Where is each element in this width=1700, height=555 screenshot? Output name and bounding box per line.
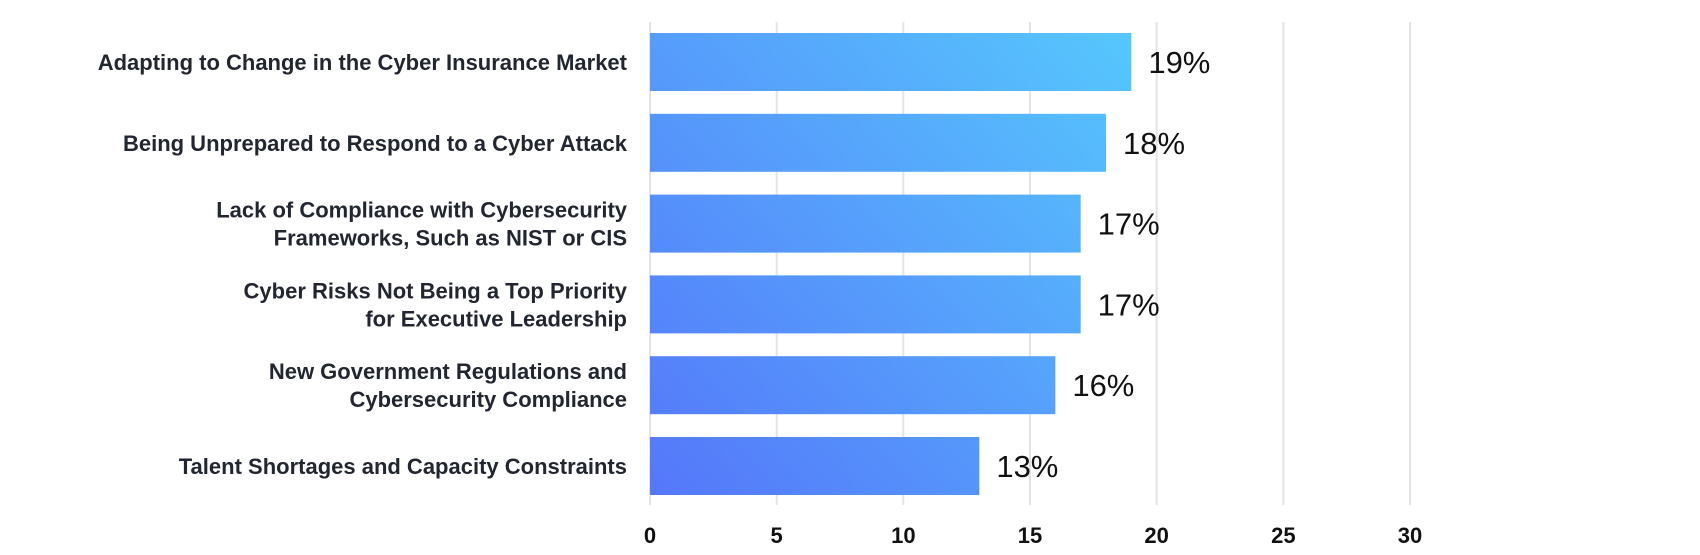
x-tick-label: 10 bbox=[891, 523, 915, 548]
bar bbox=[650, 33, 1132, 91]
category-label: Cybersecurity Compliance bbox=[349, 387, 627, 412]
category-labels: Adapting to Change in the Cyber Insuranc… bbox=[98, 50, 628, 479]
x-tick-label: 15 bbox=[1018, 523, 1042, 548]
category-label: Frameworks, Such as NIST or CIS bbox=[274, 226, 627, 251]
x-axis-tick-labels: 0 5 10 15 20 25 30 bbox=[644, 523, 1422, 548]
value-labels: 19% 18% 17% 17% 16% 13% bbox=[996, 45, 1210, 484]
x-tick-label: 5 bbox=[771, 523, 783, 548]
x-tick-label: 20 bbox=[1144, 523, 1168, 548]
value-label: 17% bbox=[1098, 207, 1160, 242]
value-label: 16% bbox=[1072, 368, 1134, 403]
value-label: 13% bbox=[996, 449, 1058, 484]
x-tick-label: 25 bbox=[1271, 523, 1295, 548]
x-tick-label: 0 bbox=[644, 523, 656, 548]
category-label: Adapting to Change in the Cyber Insuranc… bbox=[98, 50, 628, 75]
category-label: Cyber Risks Not Being a Top Priority bbox=[244, 278, 628, 303]
category-label: for Executive Leadership bbox=[365, 306, 627, 331]
x-tick-label: 30 bbox=[1398, 523, 1422, 548]
category-label: Talent Shortages and Capacity Constraint… bbox=[179, 454, 627, 479]
bar bbox=[650, 356, 1056, 415]
category-label: Being Unprepared to Respond to a Cyber A… bbox=[123, 131, 628, 156]
bar bbox=[650, 113, 1106, 172]
bars bbox=[650, 33, 1132, 495]
value-label: 18% bbox=[1123, 126, 1185, 161]
value-label: 19% bbox=[1148, 45, 1210, 80]
grid-lines bbox=[649, 22, 1411, 505]
bar bbox=[650, 194, 1081, 253]
bar bbox=[650, 275, 1081, 334]
category-label: New Government Regulations and bbox=[269, 359, 627, 384]
bar bbox=[650, 437, 980, 495]
value-label: 17% bbox=[1098, 287, 1160, 322]
category-label: Lack of Compliance with Cybersecurity bbox=[216, 198, 628, 223]
